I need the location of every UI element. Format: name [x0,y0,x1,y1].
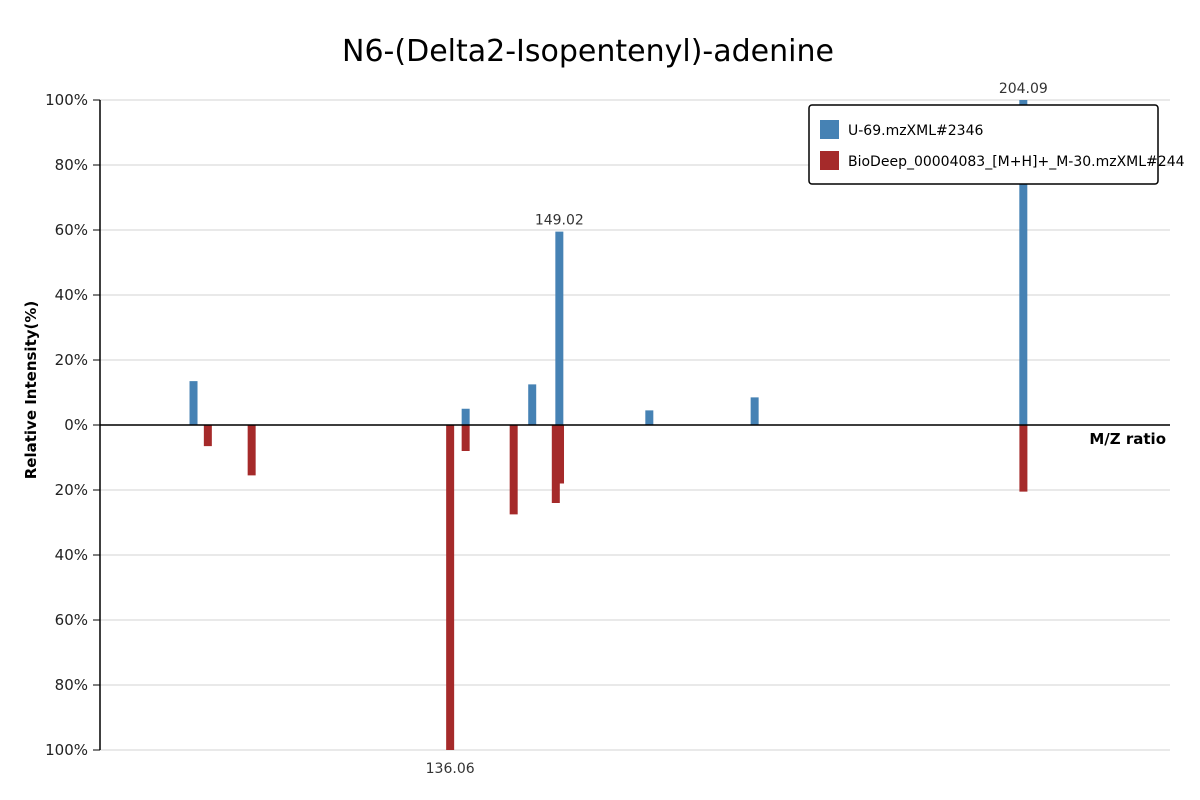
peak-bar-series-2 [461,425,470,451]
peak-bar-series-2 [203,425,212,447]
peak-bar-series-2 [1019,425,1028,492]
y-tick-label: 60% [55,611,88,629]
y-tick-label: 20% [55,351,88,369]
peak-bar-series-1 [1019,100,1028,425]
peak-labels: 149.02 204.09 136.06 [426,81,1048,777]
legend-label: BioDeep_00004083_[M+H]+_M-30.mzXML#244 [848,154,1185,170]
peak-label: 204.09 [999,81,1048,97]
legend-swatch [820,120,839,139]
peak-bar-series-2 [556,425,565,484]
legend: U-69.mzXML#2346 BioDeep_00004083_[M+H]+_M… [808,104,1185,185]
y-tick-label: 80% [55,676,88,694]
peak-bar-series-1 [750,397,759,425]
y-tick-label: 100% [45,741,88,759]
legend-label: U-69.mzXML#2346 [848,123,983,139]
peak-bar-series-1 [645,410,654,425]
peak-label: 136.06 [426,761,475,777]
x-axis-title: M/Z ratio [1089,430,1166,448]
peak-bar-series-2 [551,425,560,503]
legend-box [808,104,1159,185]
y-tick-label: 100% [45,91,88,109]
peak-label: 149.02 [535,213,584,229]
y-tick-label: 40% [55,546,88,564]
peak-bar-series-1 [528,384,537,425]
y-tick-label: 40% [55,286,88,304]
y-tick-label: 0% [64,416,88,434]
peak-bar-series-1 [555,231,564,425]
peak-bar-series-2 [446,425,455,750]
y-tick-label: 80% [55,156,88,174]
peak-bar-series-2 [247,425,256,476]
spectrum-bars [189,100,1028,750]
peak-bar-series-1 [189,381,198,425]
y-tick-label: 20% [55,481,88,499]
peak-bar-series-1 [461,408,470,425]
peak-bar-series-2 [509,425,518,515]
y-axis-title: Relative Intensity(%) [22,301,40,480]
legend-swatch [820,151,839,170]
y-axis-ticks: 100% 80% 60% 40% 20% 0% 20% 40% 60% 80% 100% [45,91,100,759]
y-tick-label: 60% [55,221,88,239]
chart-title: N6-(Delta2-Isopentenyl)-adenine [342,34,834,69]
